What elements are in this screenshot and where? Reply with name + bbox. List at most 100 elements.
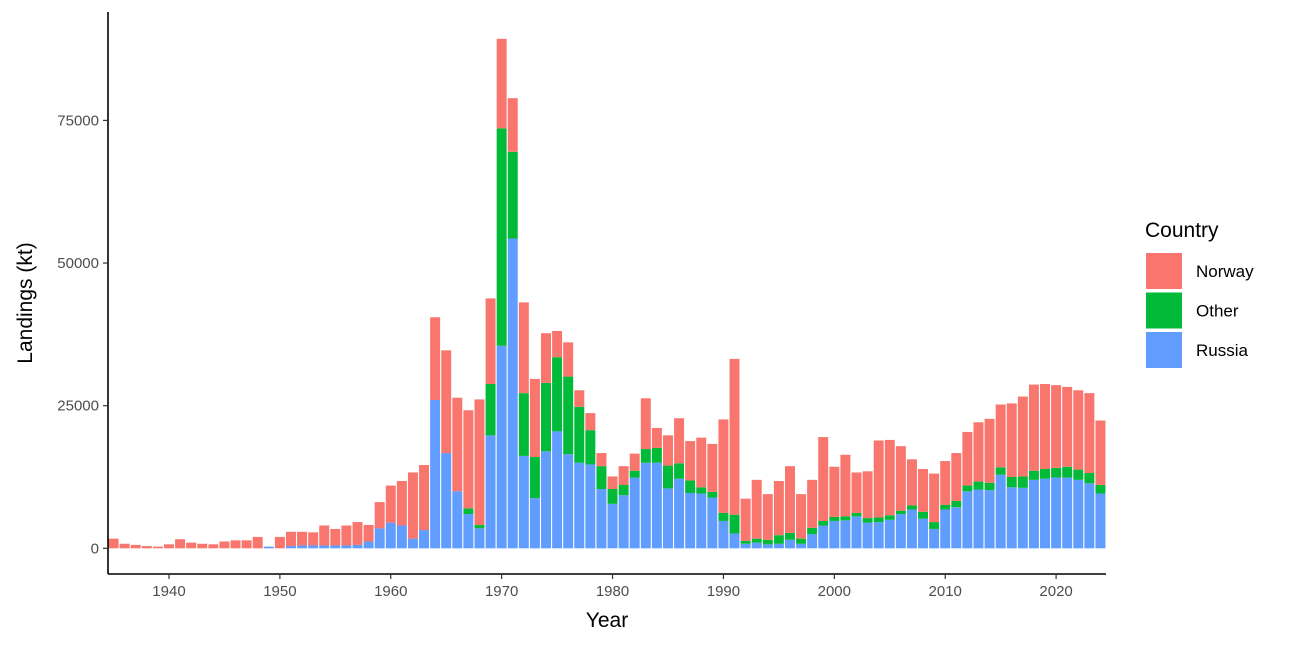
x-tick-label: 2010 [929,583,962,600]
bar-russia-1961 [396,525,407,549]
bar-russia-2002 [851,516,862,549]
bar-russia-1954 [319,545,330,549]
legend-swatch-other [1146,292,1182,329]
bar-other-2021 [1062,466,1073,478]
bar-russia-1971 [507,238,518,549]
y-tick-label: 0 [91,540,99,557]
x-tick-label: 1960 [374,583,407,600]
bar-norway-1978 [585,413,596,431]
bar-norway-1956 [341,525,352,546]
bar-other-1981 [618,484,629,496]
bar-other-2000 [829,516,840,521]
bar-other-1967 [463,508,474,515]
bar-norway-1936 [119,543,130,549]
bar-other-1999 [818,520,829,526]
bar-russia-1962 [407,538,418,549]
bar-russia-2019 [1040,478,1050,549]
bar-russia-1959 [374,528,385,549]
bar-russia-1998 [807,534,818,549]
bar-russia-2016 [1006,487,1017,549]
bar-russia-1973 [529,498,540,549]
bar-norway-2009 [929,473,940,523]
legend-label-russia: Russia [1196,341,1249,360]
bar-other-1971 [507,151,518,239]
bar-russia-1953 [308,545,319,549]
bar-norway-1994 [762,494,773,540]
y-tick-label: 75000 [57,112,99,129]
bar-norway-1975 [552,330,563,358]
bar-other-1995 [773,535,784,544]
bar-norway-1980 [607,476,618,489]
bar-norway-2017 [1017,396,1028,477]
bars-layer [108,38,1106,549]
bar-russia-1968 [474,528,485,549]
bar-norway-2004 [873,440,884,518]
bar-russia-1965 [441,453,452,549]
bar-other-2003 [862,518,873,523]
bar-russia-2000 [829,520,840,549]
legend-label-norway: Norway [1196,262,1254,281]
bar-russia-2022 [1073,479,1084,549]
x-tick-label: 1980 [596,583,629,600]
bar-norway-1942 [186,542,197,549]
bar-norway-1972 [518,302,529,394]
bar-russia-1951 [285,546,296,549]
bar-norway-2003 [862,471,873,519]
bar-russia-1995 [773,543,784,549]
bar-other-1997 [796,538,807,544]
bar-russia-2020 [1051,477,1062,549]
bar-norway-1939 [152,546,163,549]
bar-other-2022 [1073,469,1084,480]
bar-norway-1995 [773,481,784,536]
bar-russia-1967 [463,514,474,549]
x-ticks: 1940 1950 1960 1970 1980 1990 2000 2010 2020 [152,574,1073,600]
bar-norway-1960 [385,485,396,523]
bar-other-1968 [474,524,485,529]
bar-russia-1989 [707,497,718,549]
bar-russia-1991 [729,533,740,549]
bar-norway-1996 [784,466,795,533]
bar-norway-2021 [1062,386,1073,467]
bar-norway-2013 [973,422,984,482]
bar-russia-1982 [629,477,640,549]
bar-russia-2005 [884,519,895,549]
bar-russia-1952 [297,545,308,549]
bar-norway-2022 [1073,390,1084,470]
bar-norway-1954 [319,525,330,546]
bar-other-2015 [995,467,1006,475]
bar-other-1980 [607,488,618,504]
bar-other-1991 [729,514,740,534]
bar-other-1986 [674,463,685,479]
bar-russia-1993 [751,542,762,549]
bar-norway-2011 [951,453,962,501]
bar-russia-2008 [918,518,929,549]
bar-norway-1962 [407,472,418,539]
bar-norway-1961 [396,481,407,526]
bar-russia-2017 [1017,487,1028,549]
bar-other-2007 [906,505,917,510]
bar-norway-1965 [441,350,452,454]
bar-norway-2007 [906,459,917,506]
bar-norway-1946 [230,540,241,549]
bar-other-1992 [740,540,751,544]
bar-russia-1974 [541,451,551,549]
bar-russia-1972 [518,455,529,549]
bar-other-1985 [663,465,673,489]
bar-other-2016 [1006,477,1017,488]
bar-russia-2013 [973,489,984,549]
bar-norway-1945 [219,541,230,549]
bar-norway-1990 [718,419,729,513]
bar-russia-1980 [607,503,618,549]
bar-norway-2002 [851,472,862,513]
bar-norway-1974 [541,333,551,383]
bar-norway-1993 [751,479,762,539]
bar-other-1988 [696,487,707,494]
bar-other-1998 [807,527,818,535]
bar-norway-1966 [452,397,463,492]
bar-norway-1982 [629,453,640,471]
bar-norway-1969 [485,298,496,384]
bar-norway-1948 [252,536,263,549]
bar-norway-2000 [829,466,840,517]
bar-norway-1959 [374,502,385,529]
